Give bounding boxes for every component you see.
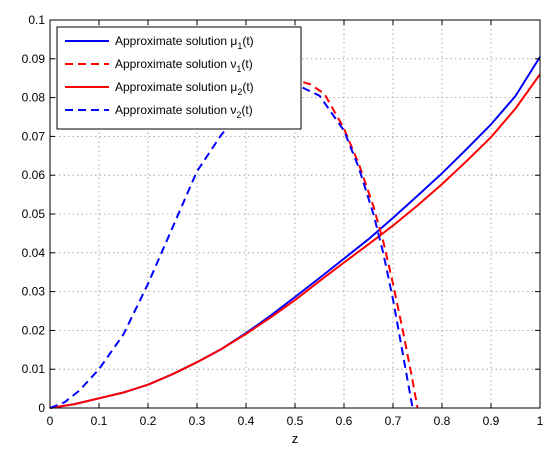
x-tick-label: 0.3 xyxy=(189,414,206,428)
legend-label-3: Approximate solution μ2(t) xyxy=(115,80,254,97)
series-line-3 xyxy=(49,73,541,409)
y-tick-label: 0.02 xyxy=(22,323,46,337)
legend-label-4: Approximate solution ν2(t) xyxy=(115,103,253,120)
x-tick-label: 0.7 xyxy=(385,414,402,428)
y-tick-label: 0.01 xyxy=(22,362,46,376)
x-tick-label: 0.8 xyxy=(434,414,451,428)
x-tick-label: 0.6 xyxy=(336,414,353,428)
y-tick-label: 0.04 xyxy=(22,246,46,260)
x-tick-label: 0 xyxy=(47,414,54,428)
x-tick-label: 1 xyxy=(537,414,544,428)
legend-label-1: Approximate solution μ1(t) xyxy=(115,34,254,51)
y-tick-label: 0.07 xyxy=(22,129,46,143)
x-tick-label: 0.5 xyxy=(287,414,304,428)
axis-ticks: 0 0.1 0.2 0.3 0.4 0.5 0.6 0.7 0.8 0.9 1 0 0.01 0.02 0.… xyxy=(22,13,544,428)
legend-box xyxy=(56,26,302,130)
y-tick-label: 0.1 xyxy=(28,13,45,27)
x-axis-label: z xyxy=(292,431,299,446)
x-tick-label: 0.1 xyxy=(91,414,108,428)
y-tick-label: 0 xyxy=(38,401,45,415)
x-tick-label: 0.9 xyxy=(483,414,500,428)
y-tick-label: 0.03 xyxy=(22,285,46,299)
y-tick-label: 0.08 xyxy=(22,91,46,105)
legend: Approximate solution μ1(t) Approximate so… xyxy=(56,26,302,130)
y-tick-label: 0.05 xyxy=(22,207,46,221)
y-tick-label: 0.09 xyxy=(22,52,46,66)
y-tick-label: 0.06 xyxy=(22,168,46,182)
legend-label-2: Approximate solution ν1(t) xyxy=(115,57,253,74)
x-tick-label: 0.2 xyxy=(140,414,157,428)
x-tick-label: 0.4 xyxy=(238,414,255,428)
